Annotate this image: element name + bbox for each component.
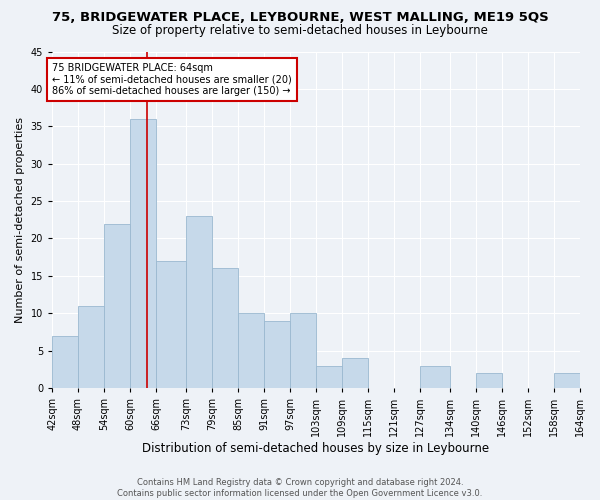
Bar [238, 314, 264, 388]
Text: Contains HM Land Registry data © Crown copyright and database right 2024.
Contai: Contains HM Land Registry data © Crown c… [118, 478, 482, 498]
Bar [290, 314, 316, 388]
Y-axis label: Number of semi-detached properties: Number of semi-detached properties [15, 117, 25, 323]
Bar [156, 261, 186, 388]
Bar [316, 366, 342, 388]
Bar [52, 336, 78, 388]
Bar [342, 358, 368, 388]
Bar [476, 373, 502, 388]
Bar [104, 224, 130, 388]
Bar [554, 373, 580, 388]
Bar [264, 320, 290, 388]
Bar [420, 366, 450, 388]
Text: 75, BRIDGEWATER PLACE, LEYBOURNE, WEST MALLING, ME19 5QS: 75, BRIDGEWATER PLACE, LEYBOURNE, WEST M… [52, 11, 548, 24]
Bar [130, 119, 156, 388]
Bar [212, 268, 238, 388]
Bar [78, 306, 104, 388]
Text: 75 BRIDGEWATER PLACE: 64sqm
← 11% of semi-detached houses are smaller (20)
86% o: 75 BRIDGEWATER PLACE: 64sqm ← 11% of sem… [52, 62, 292, 96]
Bar [186, 216, 212, 388]
X-axis label: Distribution of semi-detached houses by size in Leybourne: Distribution of semi-detached houses by … [142, 442, 490, 455]
Text: Size of property relative to semi-detached houses in Leybourne: Size of property relative to semi-detach… [112, 24, 488, 37]
